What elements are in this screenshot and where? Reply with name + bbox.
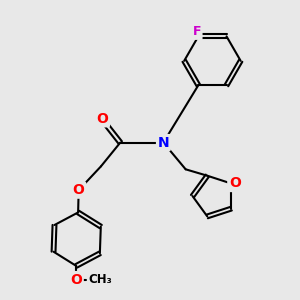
Text: O: O [229,176,241,190]
Text: F: F [193,26,201,38]
Text: O: O [70,273,82,286]
Text: N: N [158,136,169,150]
Text: O: O [97,112,108,126]
Text: O: O [73,183,85,197]
Text: CH₃: CH₃ [89,273,112,286]
